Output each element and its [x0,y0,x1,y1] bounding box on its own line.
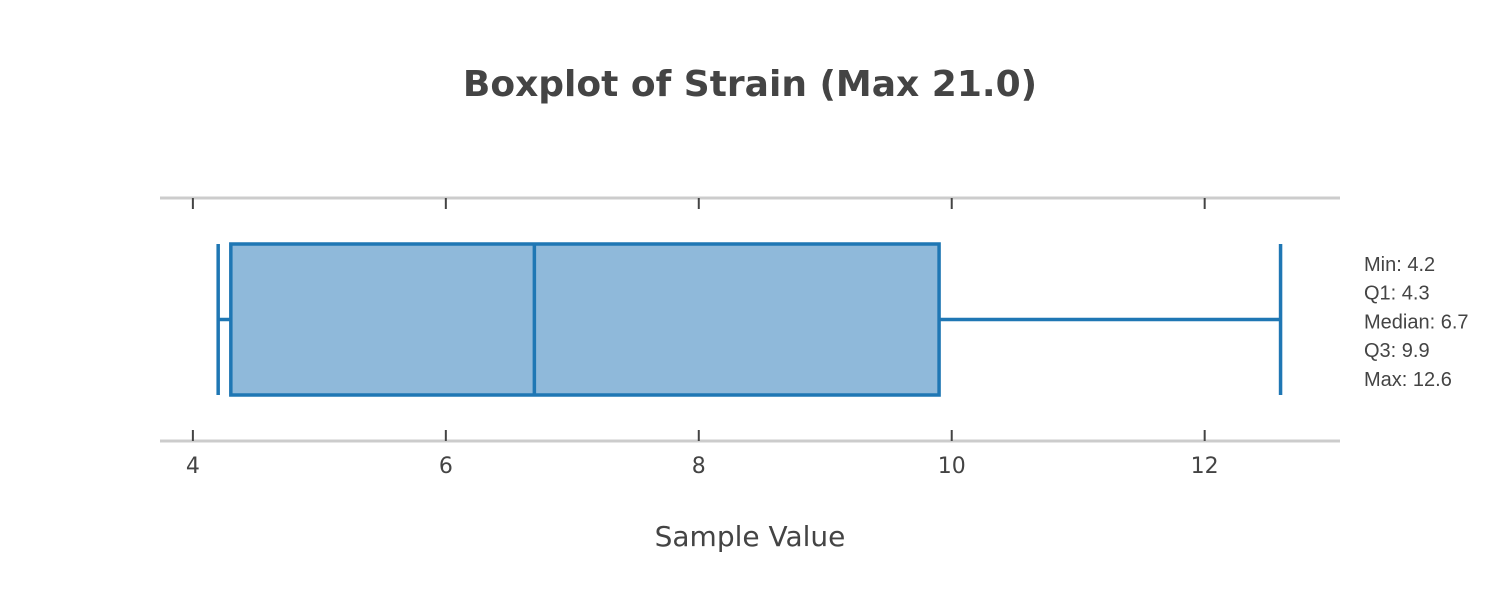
x-tick-label: 8 [692,454,706,479]
stat-q3-label: Q3: 9.9 [1364,340,1430,362]
stat-max-label: Max: 12.6 [1364,369,1452,391]
stats-annotation: Min: 4.2 Q1: 4.3 Median: 6.7 Q3: 9.9 Max: 12… [1364,254,1469,391]
stat-q1-label: Q1: 4.3 [1364,283,1430,305]
x-axis-ticks: 4 6 8 10 12 [186,198,1219,479]
x-tick-label: 4 [186,454,200,479]
stat-min-label: Min: 4.2 [1364,254,1435,276]
chart-title: Boxplot of Strain (Max 21.0) [462,64,1038,105]
x-axis-title: Sample Value [655,520,846,553]
x-tick-label: 6 [439,454,453,479]
x-tick-label: 10 [938,454,966,479]
stat-median-label: Median: 6.7 [1364,311,1469,333]
box-iqr [229,242,941,397]
boxplot-series [216,242,1283,397]
x-tick-label: 12 [1191,454,1219,479]
